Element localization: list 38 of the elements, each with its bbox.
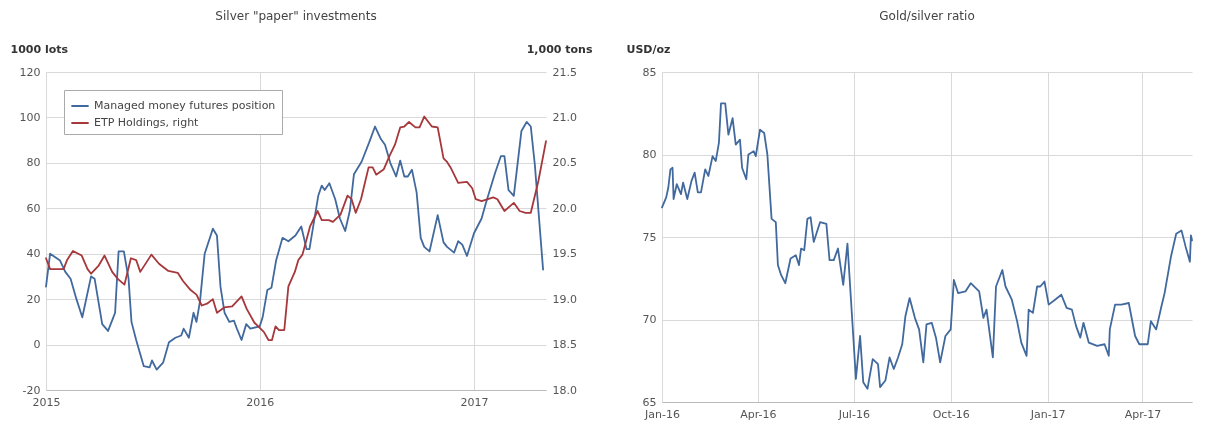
y-tick-label: 20 [26,292,41,306]
y-tick-label: 65 [642,395,657,409]
y-axis-title: USD/oz [626,42,671,56]
y2-tick-label: 18.5 [552,338,577,352]
y-tick-label: 120 [19,65,41,79]
x-tick-label: Jan-17 [1029,407,1066,421]
y2-tick-label: 21.5 [552,65,577,79]
y2-tick-label: 19.0 [552,292,577,306]
x-tick-label: Apr-17 [1124,407,1162,421]
y-tick-label: 75 [642,230,657,244]
x-tick-label: 2015 [32,395,61,409]
y-tick-label: 70 [642,313,657,326]
y2-tick-label: 21.0 [552,110,577,124]
y-tick-label: 80 [26,156,41,170]
x-tick-label: Apr-16 [740,407,777,421]
y2-tick-label: 19.5 [552,247,577,261]
y-axis-title: 1000 lots [10,42,69,56]
x-tick-label: 2016 [246,395,275,409]
y2-tick-label: 20.0 [552,201,577,215]
y-tick-label: 60 [26,201,41,215]
y-tick-label: 85 [642,65,657,79]
chart-title: Silver "paper" investments [215,9,377,23]
line-series [661,102,1193,390]
y-tick-label: -20 [22,383,41,397]
legend-label: ETP Holdings, right [94,116,200,129]
y-tick-label: 40 [26,247,41,261]
y-tick-label: 100 [19,110,41,124]
x-tick-label: Jul-16 [837,407,870,421]
y-tick-label: 0 [33,338,41,352]
y2-tick-label: 18.0 [552,383,577,397]
chart-title: Gold/silver ratio [879,9,975,23]
x-tick-label: Oct-16 [932,407,970,421]
y2-tick-label: 20.5 [552,156,577,170]
x-tick-label: Jan-16 [644,407,680,421]
legend-label: Managed money futures position [94,99,276,112]
y2-axis-title: 1,000 tons [526,42,593,56]
y-tick-label: 80 [642,148,657,161]
x-tick-label: 2017 [460,395,489,409]
